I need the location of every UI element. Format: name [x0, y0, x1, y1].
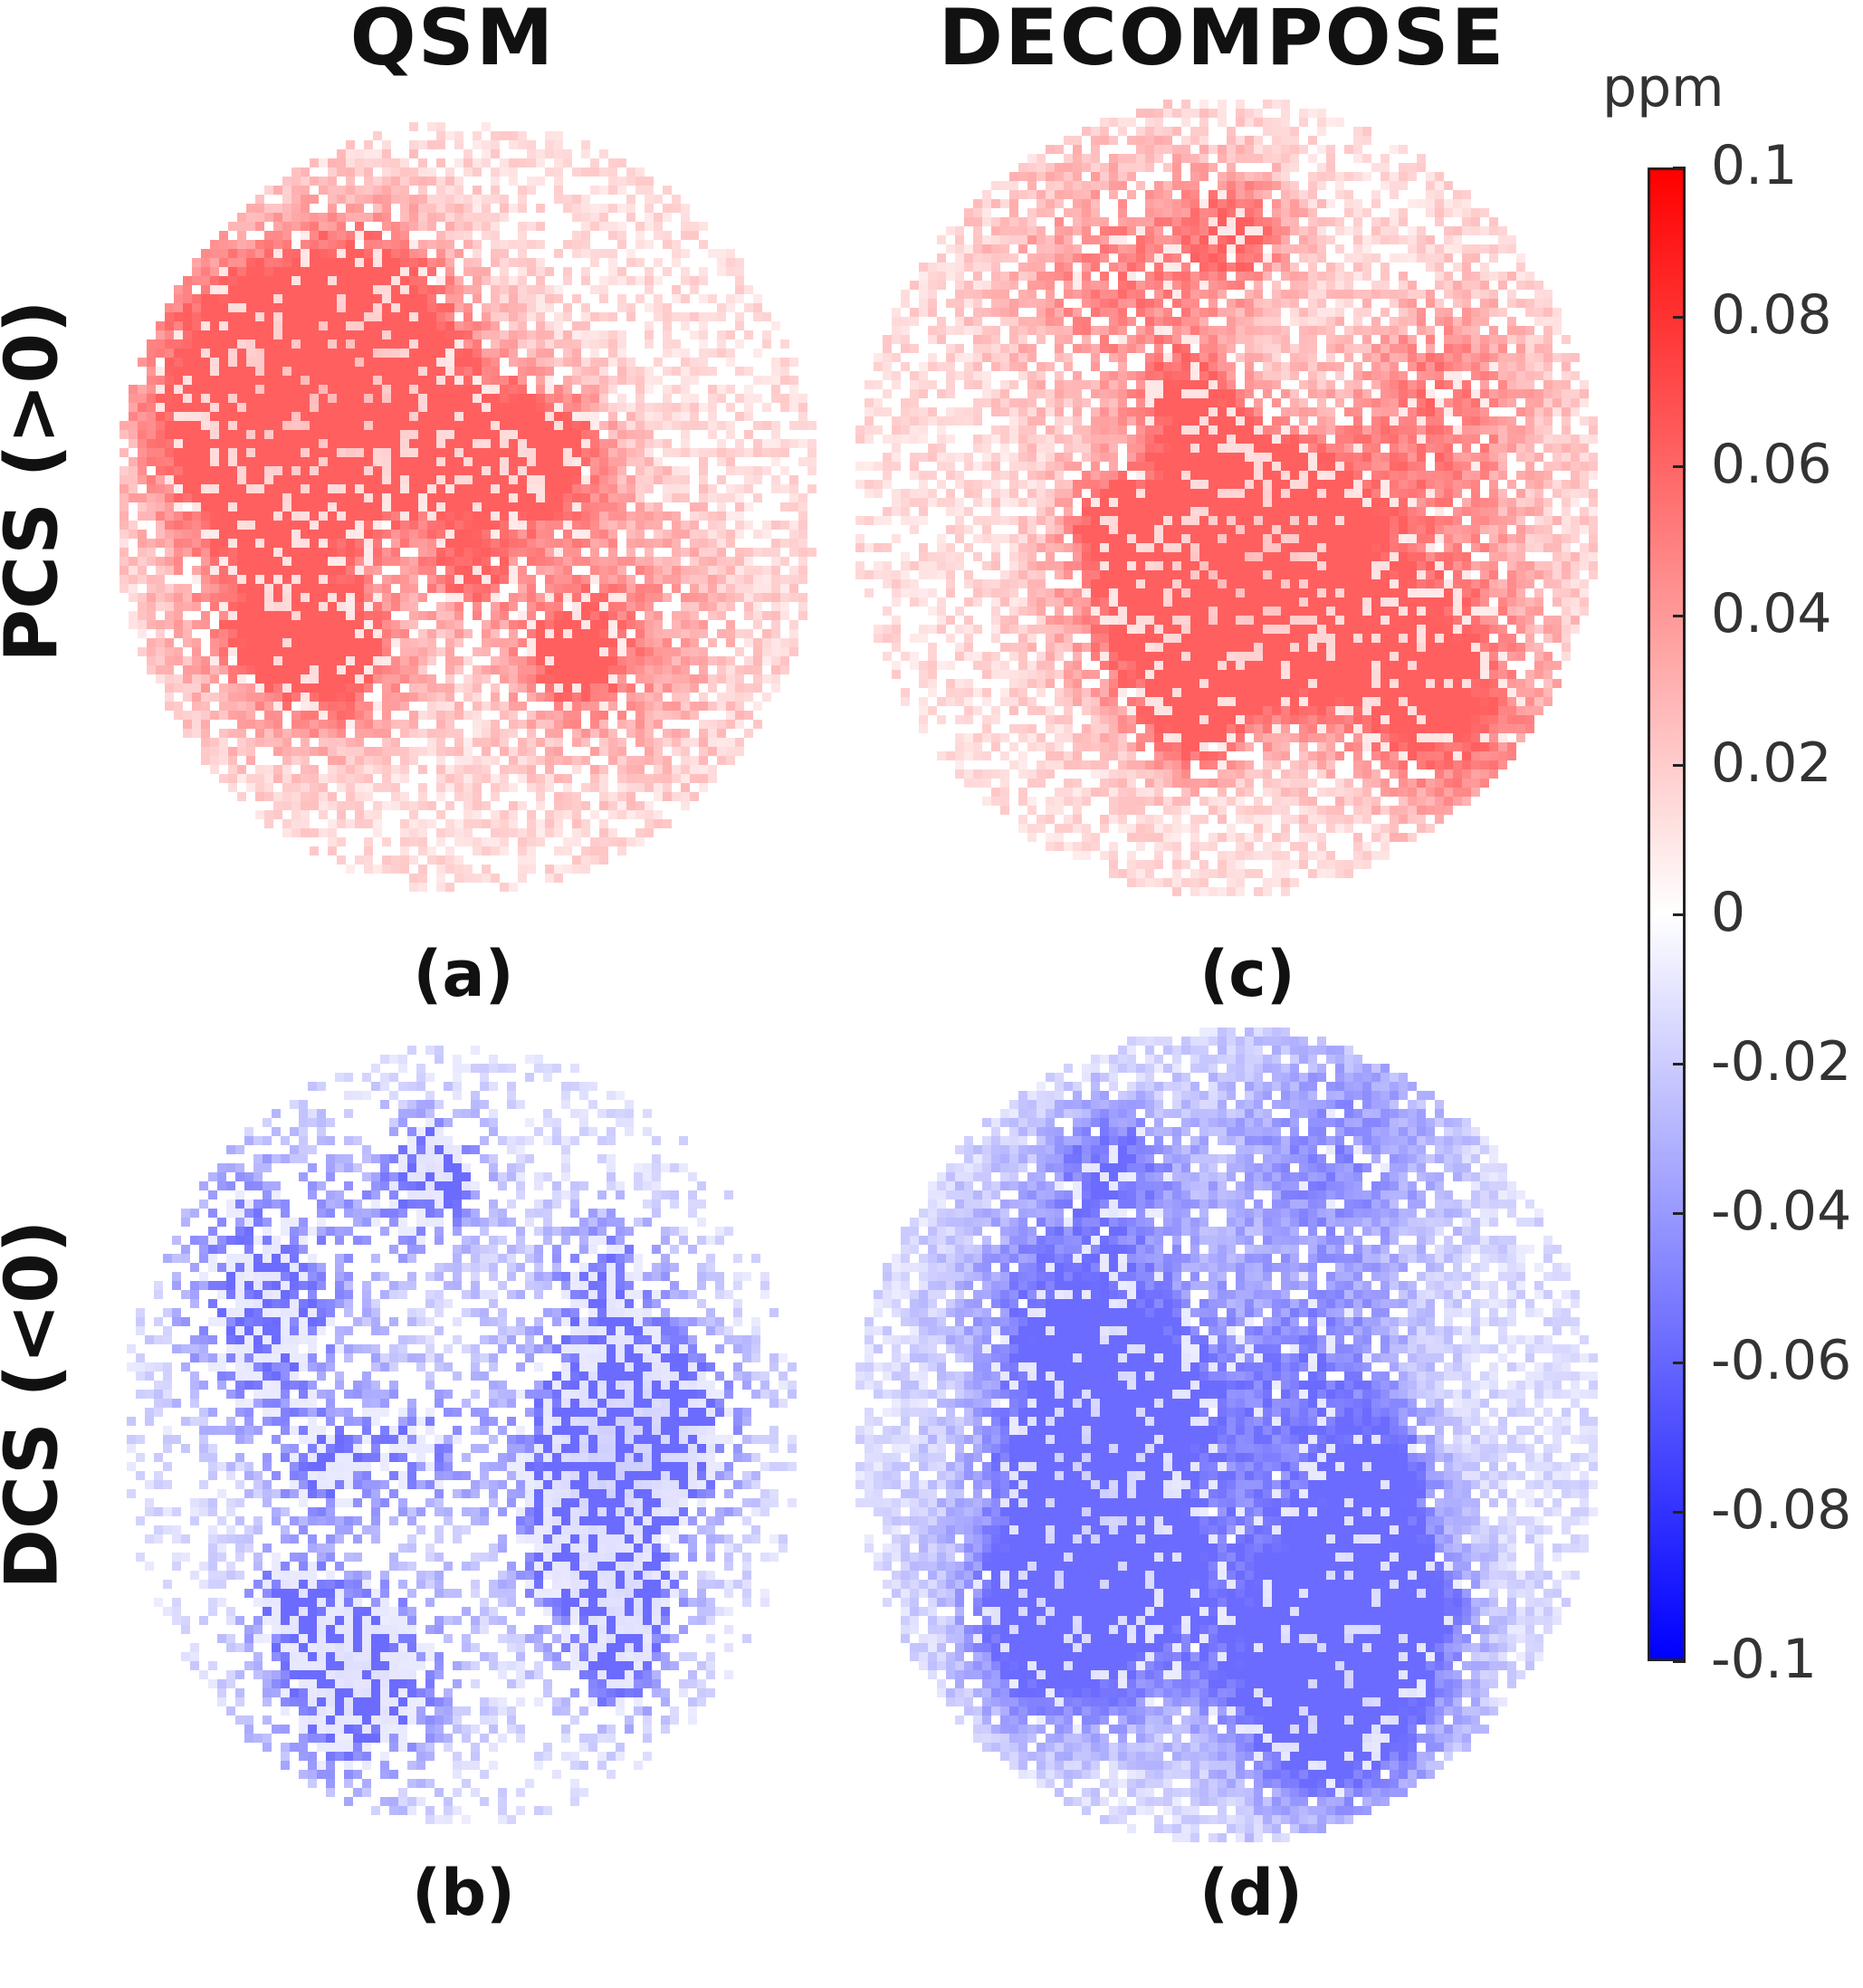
column-title-qsm: QSM [349, 0, 556, 83]
colorbar-tick-label: -0.04 [1711, 1180, 1852, 1243]
colorbar-tick-label: 0.02 [1711, 731, 1832, 795]
colorbar-tick-mark [1673, 167, 1686, 169]
row-label-dcs: DCS (<0) [0, 1219, 74, 1590]
row-label-pcs: PCS (>0) [0, 300, 74, 663]
colorbar-tick-mark [1673, 1660, 1686, 1663]
colorbar-tick-mark [1673, 913, 1686, 916]
colorbar-tick-mark [1673, 615, 1686, 617]
panel-label-c: (c) [1199, 937, 1295, 1011]
colorbar-tick-label: 0.08 [1711, 283, 1832, 347]
colorbar-tick-label: -0.02 [1711, 1030, 1852, 1094]
colorbar-tick-mark [1673, 1362, 1686, 1364]
colorbar-tick-label: 0.1 [1711, 134, 1798, 197]
colorbar-tick-label: -0.1 [1711, 1628, 1818, 1691]
brain-map-panel-a [119, 122, 817, 892]
brain-map-panel-d [855, 1027, 1598, 1842]
colorbar-tick-label: 0.06 [1711, 433, 1832, 496]
colorbar-tick-label: 0 [1711, 881, 1746, 944]
panel-label-a: (a) [413, 937, 514, 1011]
colorbar-tick-mark [1673, 1212, 1686, 1215]
colorbar-tick-mark [1673, 764, 1686, 767]
colorbar-unit-label: ppm [1602, 56, 1724, 119]
colorbar-tick-mark [1673, 316, 1686, 319]
colorbar-tick-label: -0.06 [1711, 1329, 1852, 1392]
brain-map-panel-b [127, 1046, 797, 1824]
colorbar-tick-mark [1673, 1511, 1686, 1514]
colorbar-tick-mark [1673, 465, 1686, 468]
brain-map-panel-c [855, 100, 1598, 896]
colorbar-tick-mark [1673, 1063, 1686, 1066]
panel-label-d: (d) [1199, 1856, 1304, 1930]
panel-label-b: (b) [411, 1856, 516, 1930]
colorbar-tick-label: 0.04 [1711, 582, 1832, 645]
column-title-decompose: DECOMPOSE [938, 0, 1506, 83]
colorbar-tick-label: -0.08 [1711, 1478, 1852, 1542]
